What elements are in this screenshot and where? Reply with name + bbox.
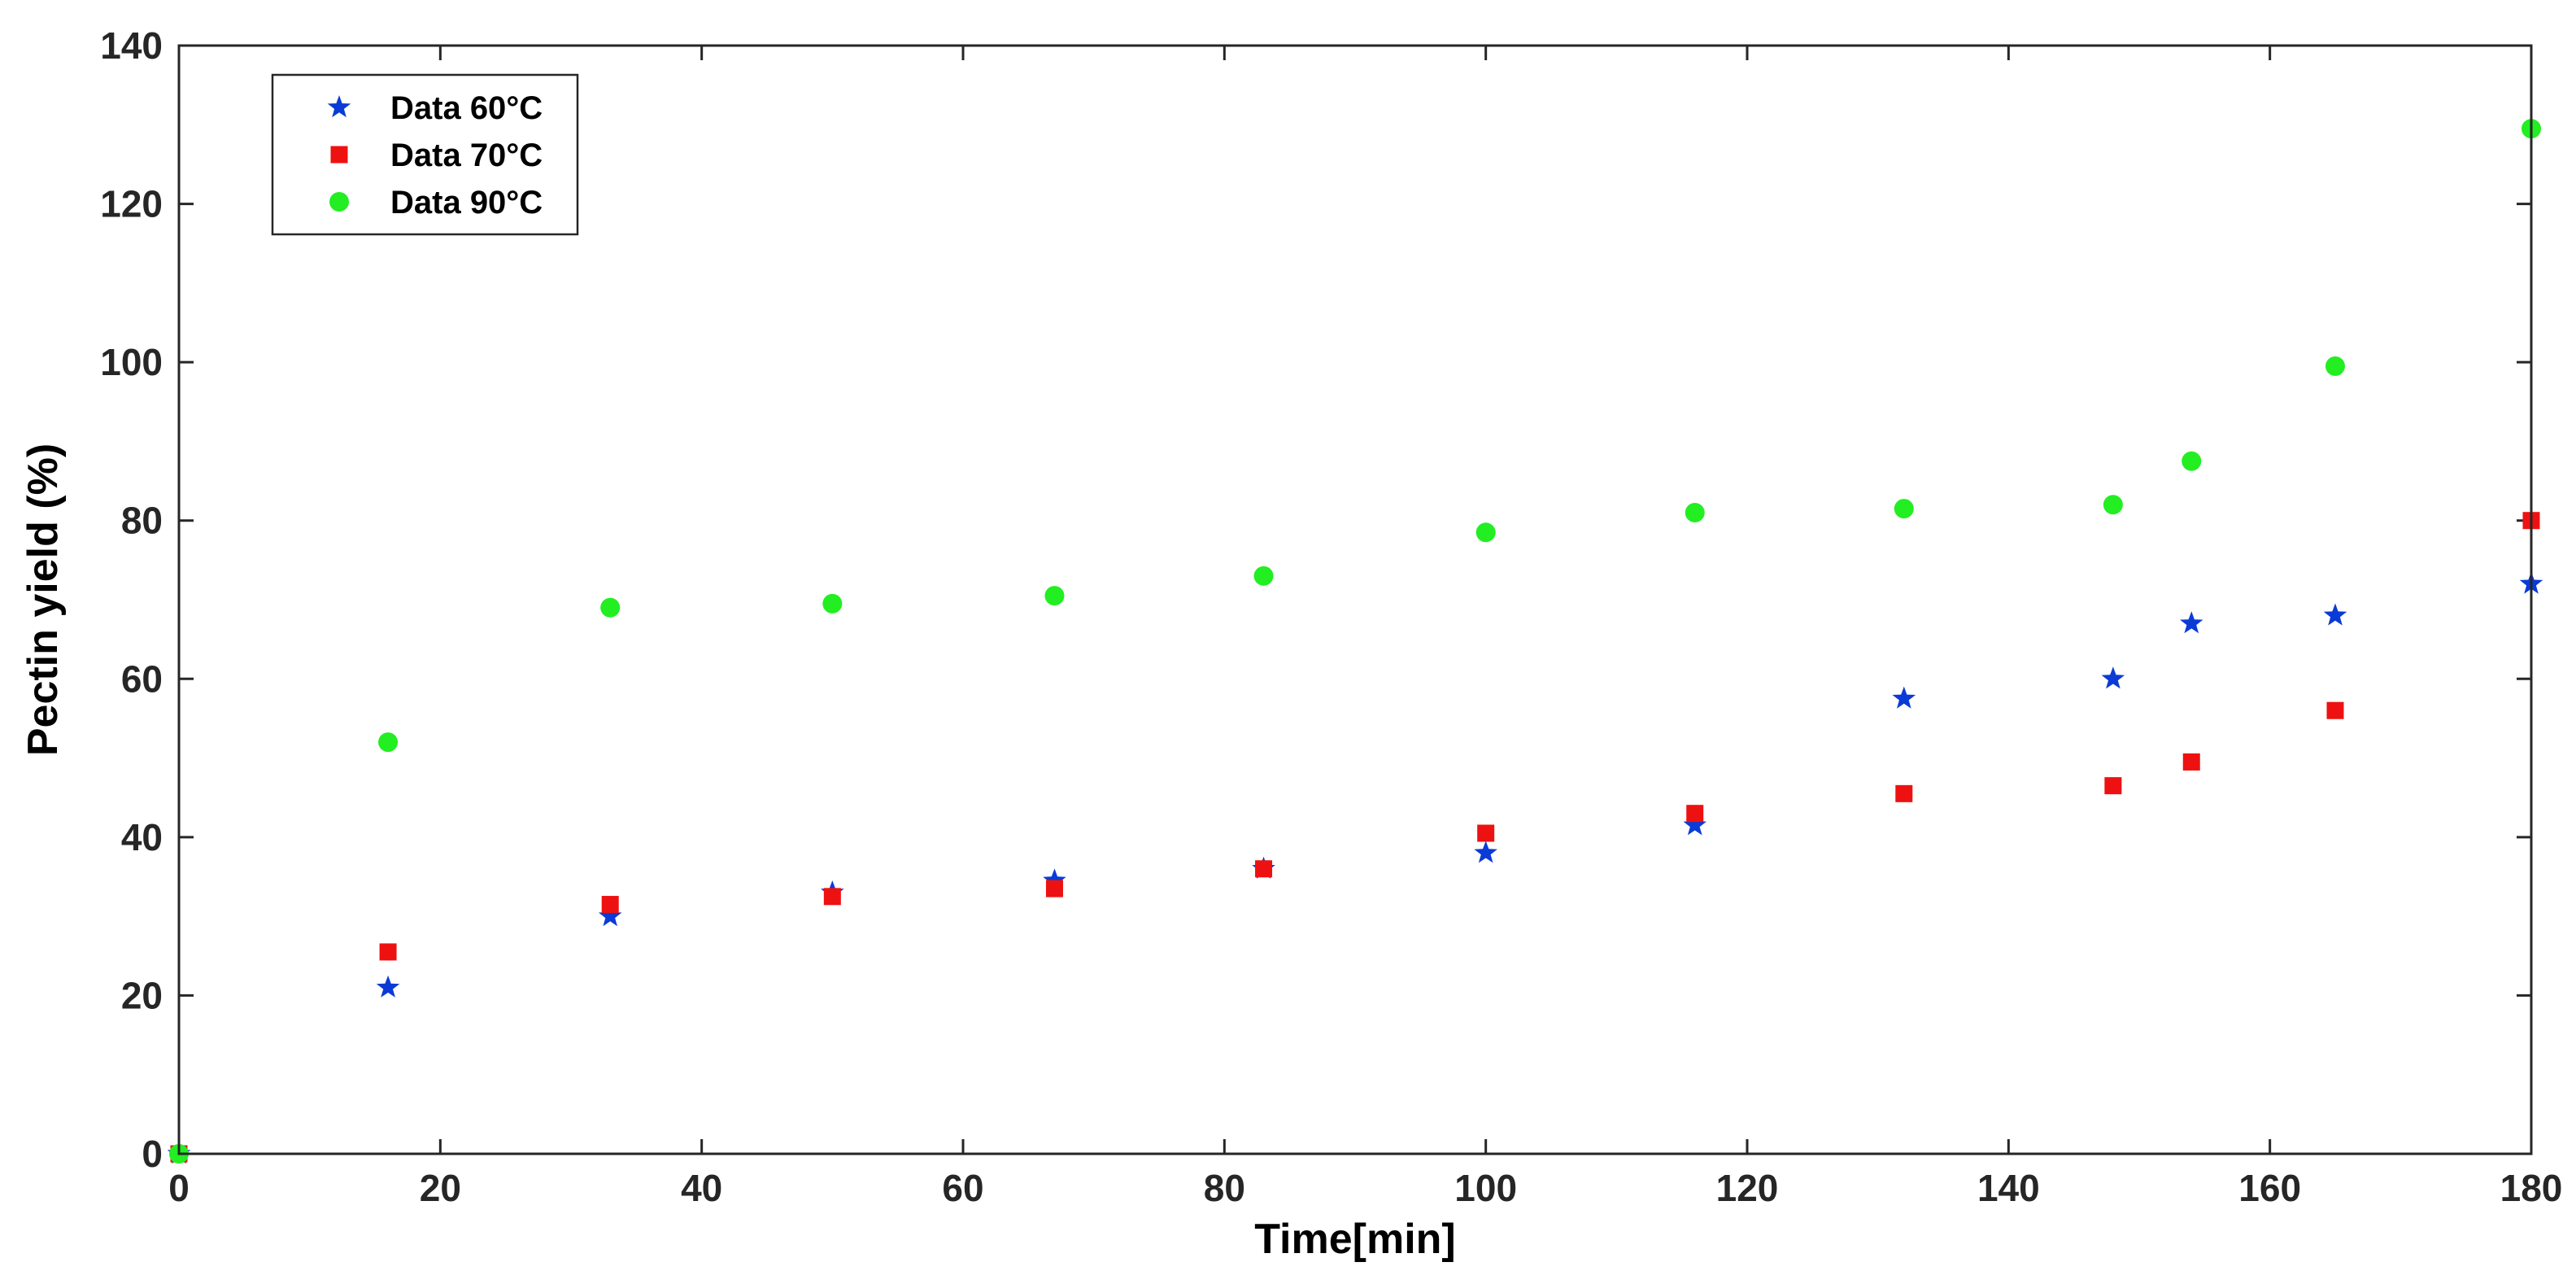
legend-entry-60: Data 60°C <box>327 90 543 126</box>
data-point-circle <box>600 597 621 618</box>
legend-square-marker <box>330 146 348 164</box>
x-tick-label: 60 <box>942 1167 983 1209</box>
y-axis-label: Pectin yield (%) <box>20 443 67 756</box>
data-point-star <box>1474 841 1497 863</box>
data-point-square <box>379 943 397 961</box>
legend-entry-70: Data 70°C <box>330 138 543 173</box>
y-tick-label: 0 <box>142 1133 163 1175</box>
y-tick-label: 80 <box>121 500 163 542</box>
y-tick-label: 60 <box>121 657 163 700</box>
x-tick-label: 180 <box>2500 1167 2563 1209</box>
data-point-star <box>2101 666 2125 689</box>
x-tick-label: 100 <box>1454 1167 1517 1209</box>
data-point-square <box>1255 860 1273 878</box>
data-point-circle <box>822 593 843 614</box>
data-point-star <box>1043 868 1066 891</box>
data-point-square <box>601 896 619 914</box>
x-tick-label: 0 <box>168 1167 190 1209</box>
data-point-square <box>823 888 841 906</box>
y-tick-label: 40 <box>121 816 163 858</box>
legend-marker-square <box>330 146 348 164</box>
x-tick-label: 120 <box>1716 1167 1779 1209</box>
legend-star-marker <box>327 95 351 118</box>
data-point-circle <box>1685 502 1705 522</box>
y-tick-label: 20 <box>121 974 163 1016</box>
data-point-star <box>1892 686 1916 709</box>
legend: Data 60°C Data 70°C Data 90°C <box>271 73 579 236</box>
x-tick-label: 40 <box>681 1167 722 1209</box>
data-point-circle <box>2103 495 2123 515</box>
y-tick-label: 140 <box>100 24 163 67</box>
data-point-circle <box>2182 451 2202 471</box>
data-point-square <box>2104 777 2122 795</box>
tick-labels: 0 20 40 60 80 100 120 140 160 180 0 20 40 60 80 100 120 1… <box>100 24 2562 1209</box>
plot-frame <box>177 44 2533 1155</box>
legend-marker-circle <box>329 192 349 212</box>
legend-circle-marker <box>329 192 349 212</box>
data-point-square <box>2326 701 2344 719</box>
legend-label: Data 90°C <box>390 185 543 221</box>
legend-marker-star <box>327 95 351 118</box>
data-point-circle <box>2325 356 2345 377</box>
data-point-star <box>598 904 622 927</box>
data-point-circle <box>1044 586 1065 606</box>
legend-label: Data 70°C <box>390 138 543 173</box>
data-point-square <box>1895 784 1913 802</box>
legend-entry-90: Data 90°C <box>329 185 543 221</box>
y-tick-label: 100 <box>100 341 163 383</box>
y-tick-label: 120 <box>100 183 163 225</box>
x-axis-label: Time[min] <box>1254 1216 1456 1263</box>
data-point-star <box>2180 611 2203 634</box>
data-point-circle <box>1894 499 1914 519</box>
data-point-star <box>1683 813 1706 836</box>
data-point-circle <box>378 732 399 753</box>
data-point-star <box>2323 603 2347 626</box>
x-tick-label: 80 <box>1204 1167 1245 1209</box>
data-point-square <box>1045 880 1063 897</box>
data-point-square <box>1477 824 1495 842</box>
legend-label: Data 60°C <box>390 90 543 126</box>
x-tick-label: 20 <box>420 1167 461 1209</box>
x-tick-label: 160 <box>2238 1167 2301 1209</box>
data-point-circle <box>1475 522 1496 543</box>
data-point-star <box>376 975 400 998</box>
data-point-square <box>1686 805 1704 823</box>
data-point-circle <box>1253 566 1274 586</box>
legend-box <box>271 73 579 236</box>
data-point-square <box>2182 753 2200 771</box>
x-tick-label: 140 <box>1977 1167 2040 1209</box>
